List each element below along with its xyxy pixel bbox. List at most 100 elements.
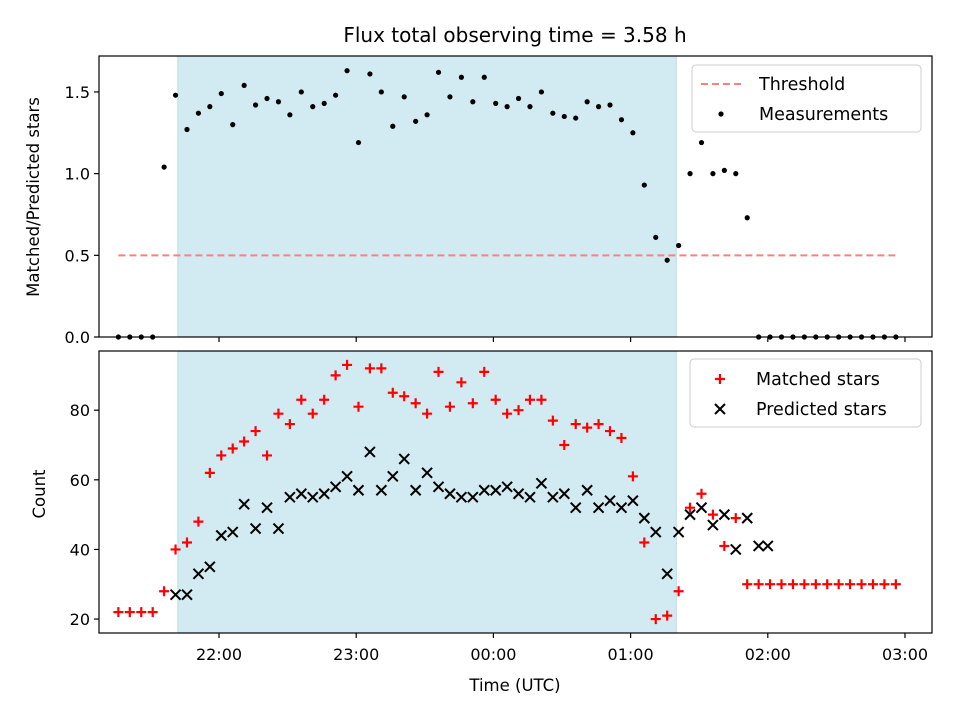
matched-star-point	[776, 579, 787, 590]
matched-star-point	[410, 398, 421, 409]
measurement-point	[435, 69, 442, 75]
legend-matched-label: Matched stars	[756, 370, 880, 390]
matched-star-point	[879, 579, 890, 590]
matched-star-point	[422, 408, 433, 419]
predicted-star-point	[238, 498, 250, 510]
measurement-point	[367, 71, 373, 77]
predicted-star-point	[352, 484, 365, 496]
matched-star-point	[833, 579, 844, 590]
x-tick-label: 22:00	[196, 645, 242, 664]
predicted-star-point	[581, 484, 593, 496]
predicted-star-point	[284, 491, 296, 503]
matched-star-point	[216, 450, 227, 461]
predicted-star-point	[752, 540, 765, 552]
matched-star-point	[765, 579, 776, 590]
matched-star-point	[387, 387, 398, 398]
measurement-point	[413, 118, 419, 124]
measurement-point	[344, 68, 350, 74]
matched-star-point	[639, 537, 650, 548]
matched-star-point	[399, 391, 410, 402]
predicted-star-point	[535, 477, 548, 490]
matched-star-point	[467, 398, 478, 409]
predicted-star-point	[718, 508, 731, 521]
matched-star-point	[696, 488, 707, 499]
matched-star-point	[444, 401, 455, 412]
predicted-star-point	[329, 481, 342, 493]
predicted-stars-group	[169, 446, 774, 601]
matched-star-point	[250, 426, 261, 437]
measurement-point	[676, 242, 682, 249]
matched-star-point	[799, 579, 810, 590]
matched-star-point	[376, 363, 387, 374]
predicted-star-point	[592, 501, 605, 514]
measurement-point	[207, 104, 213, 110]
predicted-star-point	[512, 488, 525, 500]
predicted-star-point	[249, 522, 262, 535]
matched-star-point	[136, 607, 147, 618]
measurement-point	[287, 112, 293, 118]
measurement-point	[721, 167, 727, 173]
matched-star-point	[627, 471, 638, 482]
matched-star-point	[856, 579, 867, 590]
measurement-point	[515, 95, 522, 102]
matched-star-point	[364, 363, 375, 374]
matched-star-point	[170, 544, 181, 555]
matched-star-point	[307, 408, 318, 419]
top-legend: Threshold Measurements	[691, 64, 922, 133]
matched-star-point	[719, 540, 730, 551]
matched-star-point	[890, 579, 901, 590]
top-observing-span	[177, 55, 677, 338]
y-tick-label: 40	[70, 540, 90, 559]
predicted-star-point	[432, 481, 445, 493]
matched-star-point	[204, 467, 215, 478]
chart-title: Flux total observing time = 3.58 h	[343, 23, 686, 47]
predicted-star-point	[661, 568, 673, 580]
predicted-star-point	[604, 494, 616, 507]
measurement-point	[618, 117, 625, 123]
predicted-star-point	[169, 588, 182, 601]
measurement-point	[584, 99, 590, 105]
matched-star-point	[296, 394, 307, 405]
matched-star-point	[513, 405, 524, 416]
predicted-star-point	[455, 491, 468, 503]
matched-star-point	[673, 586, 684, 597]
measurement-point	[321, 100, 327, 106]
measurement-point	[550, 110, 556, 116]
matched-star-point	[650, 614, 661, 625]
top-axes-frame	[98, 55, 933, 338]
predicted-star-point	[295, 488, 308, 500]
predicted-star-point	[467, 491, 479, 503]
x-tick-label: 02:00	[745, 645, 791, 664]
predicted-star-point	[318, 488, 330, 500]
matched-star-point	[593, 419, 604, 430]
matched-star-point	[810, 579, 821, 590]
measurement-point	[630, 130, 636, 136]
predicted-star-point	[307, 491, 319, 503]
top-x-ticks	[218, 337, 906, 342]
measurement-point	[230, 122, 236, 128]
measurement-point	[161, 164, 167, 170]
measurement-point	[573, 115, 579, 121]
predicted-star-point	[192, 568, 205, 580]
y-tick-label: 0.0	[65, 328, 90, 347]
measurement-point	[538, 89, 545, 95]
legend-predicted-swatch	[714, 403, 726, 415]
bottom-y-ticks: 20 40 60 80	[70, 401, 99, 629]
predicted-star-point	[570, 501, 582, 514]
legend-box	[691, 64, 922, 133]
matched-star-point	[536, 394, 547, 405]
x-tick-label: 00:00	[470, 645, 516, 664]
measurement-point	[333, 92, 339, 98]
predicted-star-point	[489, 484, 502, 496]
top-y-axis-label: Matched/Predicted stars	[24, 97, 43, 297]
predicted-star-point	[444, 488, 456, 500]
measurement-point	[504, 104, 510, 110]
matched-star-point	[547, 415, 558, 426]
measurement-point	[252, 102, 259, 108]
matched-star-point	[742, 579, 753, 590]
measurement-point	[687, 171, 693, 177]
predicted-star-point	[547, 491, 559, 503]
predicted-star-point	[707, 519, 719, 531]
matched-star-point	[582, 422, 593, 433]
